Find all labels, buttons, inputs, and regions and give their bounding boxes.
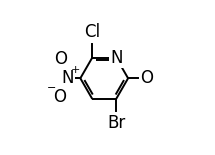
Text: O: O (140, 69, 153, 87)
Text: N: N (61, 69, 74, 87)
Text: O: O (54, 50, 67, 68)
Text: Cl: Cl (84, 24, 100, 42)
Text: N: N (110, 49, 122, 67)
Text: −: − (47, 83, 57, 93)
Text: Br: Br (107, 113, 125, 131)
Text: O: O (53, 88, 66, 106)
Text: +: + (71, 65, 80, 75)
